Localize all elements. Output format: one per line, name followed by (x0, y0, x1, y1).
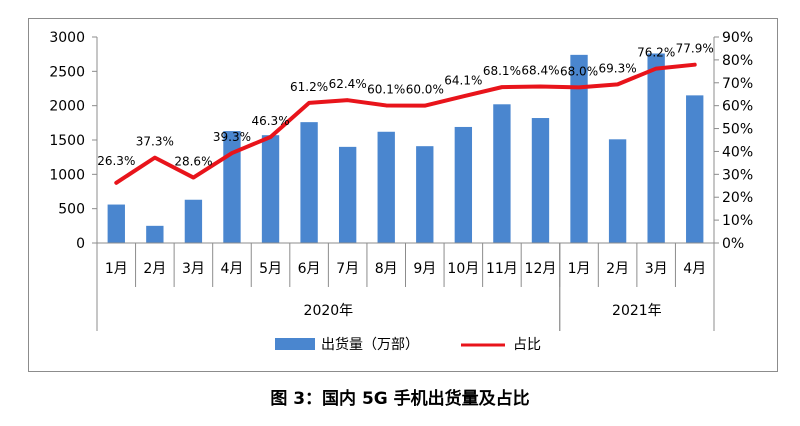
share-data-label: 46.3% (251, 114, 289, 128)
left-tick-label: 1500 (49, 133, 85, 149)
x-tick-label: 5月 (259, 261, 282, 277)
x-tick-label: 8月 (375, 261, 398, 277)
left-tick-label: 2000 (49, 99, 85, 115)
left-tick-label: 1000 (49, 167, 85, 183)
share-data-label: 76.2% (637, 46, 675, 60)
share-data-label: 61.2% (290, 80, 328, 94)
share-data-label: 28.6% (174, 155, 212, 169)
bar (454, 126, 473, 243)
bar (570, 54, 588, 243)
bar (608, 139, 627, 243)
right-tick-label: 0% (722, 236, 744, 252)
x-tick-label: 4月 (683, 261, 706, 277)
year-label: 2021年 (612, 303, 662, 319)
bar (686, 95, 704, 243)
x-tick-label: 1月 (568, 261, 591, 277)
year-label: 2020年 (304, 303, 354, 319)
bar (146, 225, 164, 243)
left-tick-label: 500 (58, 202, 85, 218)
bar (184, 199, 203, 243)
share-data-label: 68.1% (483, 64, 521, 78)
share-data-label: 26.3% (97, 154, 135, 168)
bar (647, 53, 665, 244)
right-axis: 0% 10% 20% 30% 40% 50% 60% 70% 80% 90% (713, 30, 753, 252)
right-tick-label: 60% (722, 99, 753, 115)
bar (493, 104, 511, 243)
bar (107, 204, 125, 243)
share-line (114, 62, 697, 185)
share-line-path (114, 62, 697, 185)
left-tick-label: 2500 (49, 64, 85, 80)
left-tick-label: 3000 (49, 30, 85, 46)
chart-caption: 图 3：国内 5G 手机出货量及占比 (270, 389, 530, 409)
x-tick-label: 11月 (486, 261, 518, 277)
right-tick-label: 90% (722, 30, 753, 46)
chart-frame: 0 500 1000 1500 2000 2500 3000 0% 10% 20% 30% 40% 5… (28, 18, 778, 372)
bar (261, 135, 280, 243)
x-tick-label: 7月 (336, 261, 359, 277)
share-data-label: 68.0% (560, 64, 598, 78)
bar (377, 131, 395, 243)
x-tick-label: 3月 (182, 261, 205, 277)
bar (300, 122, 318, 243)
right-tick-label: 50% (722, 122, 753, 138)
share-data-label: 77.9% (676, 42, 714, 56)
left-tick-label: 0 (76, 236, 85, 252)
legend: 出货量（万部） 占比 (275, 336, 541, 353)
legend-label-line: 占比 (513, 337, 541, 353)
right-tick-label: 80% (722, 53, 753, 69)
bar (416, 146, 434, 243)
right-tick-label: 30% (722, 167, 753, 183)
x-tick-label: 2月 (143, 261, 166, 277)
share-data-label: 62.4% (329, 77, 367, 91)
left-axis: 0 500 1000 1500 2000 2500 3000 (49, 30, 98, 252)
right-tick-label: 70% (722, 76, 753, 92)
share-data-label: 60.1% (367, 82, 405, 96)
chart-svg: 0 500 1000 1500 2000 2500 3000 0% 10% 20% 30% 40% 5… (49, 30, 753, 353)
x-tick-label: 2月 (606, 261, 629, 277)
share-data-label: 39.3% (213, 130, 251, 144)
bars (107, 53, 704, 244)
x-tick-label: 12月 (525, 261, 557, 277)
share-data-label: 68.4% (521, 63, 559, 77)
share-data-label: 69.3% (599, 61, 637, 75)
right-tick-label: 40% (722, 144, 753, 160)
data-labels: 26.3%37.3%28.6%39.3%46.3% 61.2% 62.4% 60.1%… (97, 42, 714, 169)
right-tick-label: 20% (722, 190, 753, 206)
x-tick-label: 4月 (221, 261, 244, 277)
right-tick-label: 10% (722, 213, 753, 229)
x-tick-label: 3月 (645, 261, 668, 277)
x-tick-label: 9月 (413, 261, 436, 277)
legend-label-bar: 出货量（万部） (321, 336, 419, 353)
x-tick-label: 6月 (298, 261, 321, 277)
bar (531, 118, 550, 243)
share-data-label: 37.3% (136, 135, 174, 149)
x-tick-label: 1月 (105, 261, 128, 277)
x-tick-label: 10月 (447, 261, 479, 277)
bar (338, 146, 357, 243)
legend-swatch-bar (275, 338, 315, 350)
share-data-label: 60.0% (406, 83, 444, 97)
x-axis: 1月 2月 3月 4月 5月 6月 7月 8月 9月 10月 11月 12月 1月 2月 3月 4月 2020年… (96, 242, 715, 331)
bar (223, 131, 241, 243)
share-data-label: 64.1% (444, 73, 482, 87)
